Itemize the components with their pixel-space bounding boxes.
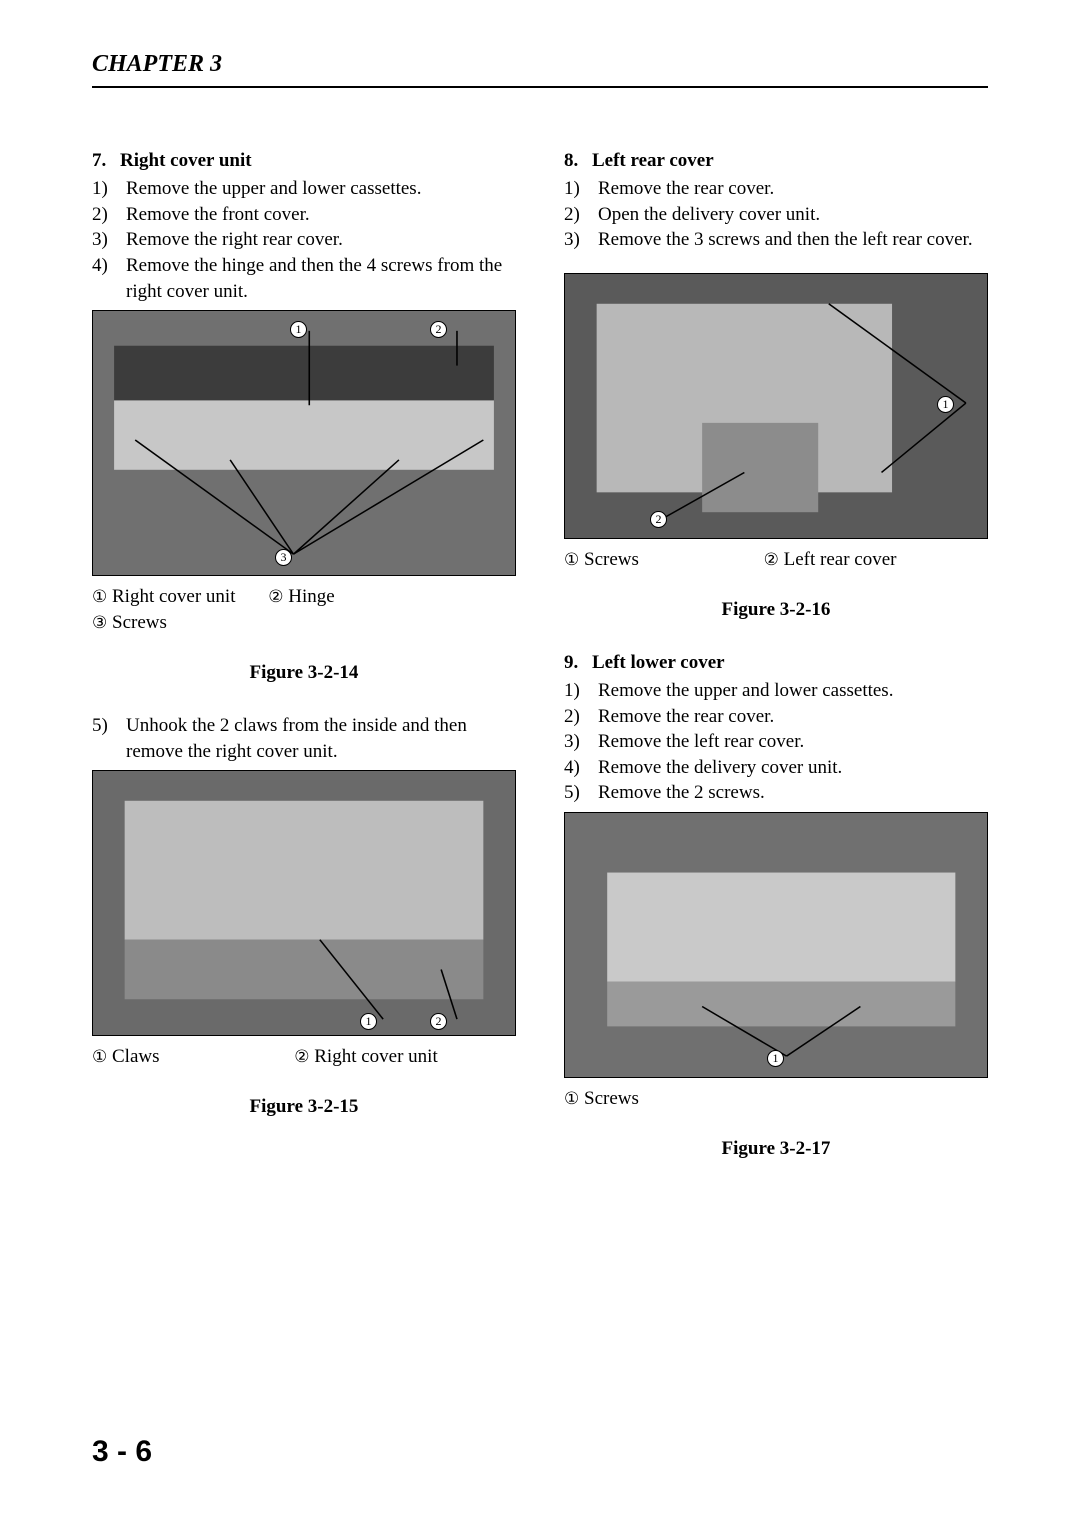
legend-item: ① Screws <box>564 547 639 573</box>
step-text: Remove the hinge and then the 4 screws f… <box>126 253 516 304</box>
figure-3-2-16-image: 1 2 <box>564 273 988 539</box>
page-number: 3 - 6 <box>92 1432 152 1473</box>
figure-14-caption: Figure 3-2-14 <box>92 660 516 686</box>
legend-item: ① Screws <box>564 1086 639 1112</box>
callout-1-icon: 1 <box>767 1050 784 1067</box>
step-text: Open the delivery cover unit. <box>598 202 988 228</box>
section-8-heading: 8.Left rear cover <box>564 148 988 174</box>
figure-15-overlay <box>93 771 515 1035</box>
section-8-step-1: 1) Remove the rear cover. <box>564 176 988 202</box>
figure-16-overlay <box>565 274 987 538</box>
section-7-step-5: 5) Unhook the 2 claws from the inside an… <box>92 713 516 764</box>
figure-15-caption: Figure 3-2-15 <box>92 1094 516 1120</box>
figure-16-legend: ① Screws ② Left rear cover <box>564 547 988 573</box>
section-9-step-1: 1) Remove the upper and lower cassettes. <box>564 678 988 704</box>
step-number: 1) <box>92 176 118 202</box>
step-number: 2) <box>92 202 118 228</box>
step-text: Remove the rear cover. <box>598 176 988 202</box>
section-8-step-2: 2) Open the delivery cover unit. <box>564 202 988 228</box>
step-text: Unhook the 2 claws from the inside and t… <box>126 713 516 764</box>
chapter-header: CHAPTER 3 <box>92 48 988 88</box>
legend-label: Right cover unit <box>112 586 235 607</box>
figure-17-overlay <box>565 813 987 1077</box>
figure-17-legend: ① Screws <box>564 1086 988 1112</box>
section-9-heading: 9.Left lower cover <box>564 650 988 676</box>
step-number: 5) <box>92 713 118 764</box>
section-7-title: Right cover unit <box>120 150 252 171</box>
figure-3-2-17-image: 1 <box>564 812 988 1078</box>
section-7-step-1: 1) Remove the upper and lower cassettes. <box>92 176 516 202</box>
section-7-num: 7. <box>92 148 120 174</box>
section-8-step-3: 3) Remove the 3 screws and then the left… <box>564 227 988 253</box>
step-number: 2) <box>564 704 590 730</box>
legend-sym: ② <box>268 586 283 609</box>
section-8-num: 8. <box>564 148 592 174</box>
step-number: 1) <box>564 678 590 704</box>
step-text: Remove the 3 screws and then the left re… <box>598 227 988 253</box>
legend-sym: ① <box>564 549 579 572</box>
figure-17-caption: Figure 3-2-17 <box>564 1136 988 1162</box>
legend-sym: ② <box>764 549 779 572</box>
step-text: Remove the front cover. <box>126 202 516 228</box>
legend-item: ① Right cover unit <box>92 584 235 610</box>
step-text: Remove the rear cover. <box>598 704 988 730</box>
step-number: 1) <box>564 176 590 202</box>
step-number: 3) <box>564 227 590 253</box>
legend-sym: ③ <box>92 612 107 635</box>
figure-15-legend: ① Claws ② Right cover unit <box>92 1044 516 1070</box>
section-9-step-3: 3) Remove the left rear cover. <box>564 729 988 755</box>
callout-2-icon: 2 <box>650 511 667 528</box>
figure-3-2-15-image: 1 2 <box>92 770 516 1036</box>
section-9-step-4: 4) Remove the delivery cover unit. <box>564 755 988 781</box>
section-7-heading: 7.Right cover unit <box>92 148 516 174</box>
legend-label: Left rear cover <box>784 549 897 570</box>
step-text: Remove the right rear cover. <box>126 227 516 253</box>
step-number: 2) <box>564 202 590 228</box>
legend-sym: ② <box>294 1046 309 1069</box>
legend-label: Screws <box>112 612 167 633</box>
step-text: Remove the delivery cover unit. <box>598 755 988 781</box>
right-column: 8.Left rear cover 1) Remove the rear cov… <box>564 148 988 1189</box>
step-number: 4) <box>92 253 118 304</box>
figure-16-caption: Figure 3-2-16 <box>564 597 988 623</box>
section-7-step-2: 2) Remove the front cover. <box>92 202 516 228</box>
figure-14-overlay <box>93 311 515 575</box>
legend-label: Right cover unit <box>314 1046 437 1067</box>
figure-14-legend: ① Right cover unit ② Hinge ③ Screws <box>92 584 516 635</box>
step-text: Remove the upper and lower cassettes. <box>598 678 988 704</box>
legend-item: ② Hinge <box>268 584 334 610</box>
legend-sym: ① <box>92 586 107 609</box>
legend-item: ② Right cover unit <box>294 1044 437 1070</box>
legend-item: ③ Screws <box>92 610 167 636</box>
step-text: Remove the 2 screws. <box>598 780 988 806</box>
section-9-title: Left lower cover <box>592 652 725 673</box>
section-7-step-4: 4) Remove the hinge and then the 4 screw… <box>92 253 516 304</box>
section-9-num: 9. <box>564 650 592 676</box>
step-number: 3) <box>92 227 118 253</box>
callout-1-icon: 1 <box>937 396 954 413</box>
legend-label: Claws <box>112 1046 160 1067</box>
legend-item: ② Left rear cover <box>764 547 897 573</box>
section-9-step-5: 5) Remove the 2 screws. <box>564 780 988 806</box>
legend-sym: ① <box>564 1088 579 1111</box>
legend-item: ① Claws <box>92 1044 160 1070</box>
two-column-layout: 7.Right cover unit 1) Remove the upper a… <box>92 148 988 1189</box>
left-column: 7.Right cover unit 1) Remove the upper a… <box>92 148 516 1189</box>
legend-label: Screws <box>584 1088 639 1109</box>
step-number: 3) <box>564 729 590 755</box>
step-text: Remove the upper and lower cassettes. <box>126 176 516 202</box>
legend-label: Hinge <box>288 586 334 607</box>
section-7-step-3: 3) Remove the right rear cover. <box>92 227 516 253</box>
section-8-title: Left rear cover <box>592 150 714 171</box>
step-text: Remove the left rear cover. <box>598 729 988 755</box>
legend-label: Screws <box>584 549 639 570</box>
legend-sym: ① <box>92 1046 107 1069</box>
step-number: 4) <box>564 755 590 781</box>
figure-3-2-14-image: 1 2 3 <box>92 310 516 576</box>
section-9-step-2: 2) Remove the rear cover. <box>564 704 988 730</box>
step-number: 5) <box>564 780 590 806</box>
